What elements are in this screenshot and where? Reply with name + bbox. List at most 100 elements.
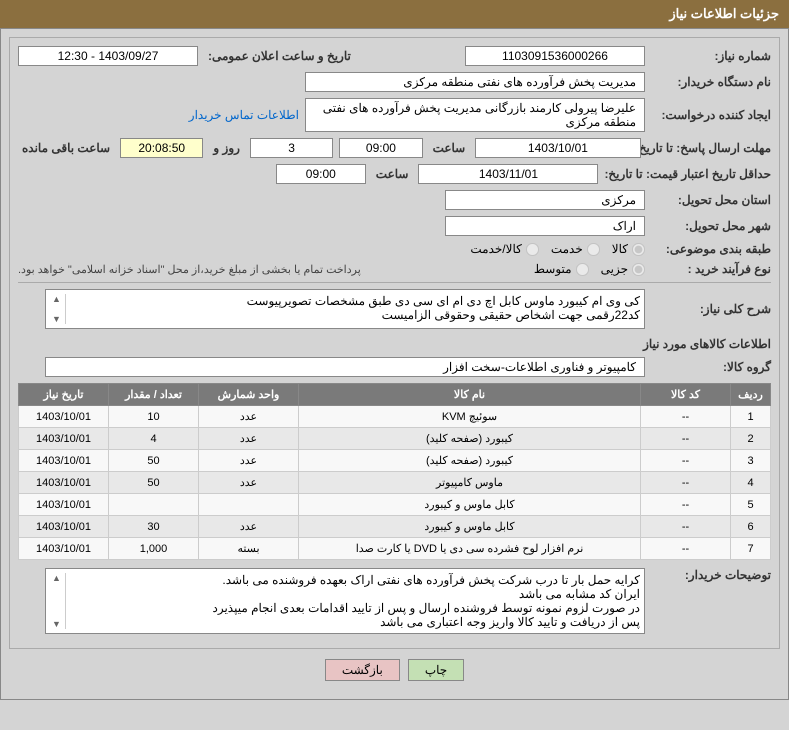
category-both-radio[interactable]: کالا/خدمت [470, 242, 538, 256]
purchase-medium-radio[interactable]: متوسط [534, 262, 589, 276]
table-cell: 1403/10/01 [19, 450, 109, 472]
requester-field: علیرضا پیرولی کارمند بازرگانی مدیریت پخش… [305, 98, 645, 132]
buyer-org-label: نام دستگاه خریدار: [651, 75, 771, 89]
delivery-province-label: استان محل تحویل: [651, 193, 771, 207]
table-row: 2--کیبورد (صفحه کلید)عدد41403/10/01 [19, 428, 771, 450]
th-code: کد کالا [641, 384, 731, 406]
table-cell [199, 494, 299, 516]
price-date-field: 1403/11/01 [418, 164, 598, 184]
need-number-label: شماره نیاز: [651, 49, 771, 63]
items-table: ردیف کد کالا نام کالا واحد شمارش تعداد /… [18, 383, 771, 560]
table-cell: 1403/10/01 [19, 516, 109, 538]
table-cell: 50 [109, 472, 199, 494]
table-row: 7--نرم افزار لوح فشرده سی دی یا DVD یا ک… [19, 538, 771, 560]
table-cell: 30 [109, 516, 199, 538]
table-cell: کیبورد (صفحه کلید) [299, 428, 641, 450]
general-desc-field: کی وی ام کیبورد ماوس کابل اچ دی ام ای سی… [45, 289, 645, 329]
table-cell: 2 [731, 428, 771, 450]
scroll-down-icon[interactable]: ▼ [50, 314, 63, 324]
table-row: 1--سوئیچ KVMعدد101403/10/01 [19, 406, 771, 428]
table-cell: عدد [199, 406, 299, 428]
table-cell: بسته [199, 538, 299, 560]
time-label-1: ساعت [429, 141, 470, 155]
table-cell: عدد [199, 472, 299, 494]
table-cell: کیبورد (صفحه کلید) [299, 450, 641, 472]
table-cell: کابل ماوس و کیبورد [299, 516, 641, 538]
purchase-minor-radio[interactable]: جزیی [601, 262, 645, 276]
table-row: 6--کابل ماوس و کیبوردعدد301403/10/01 [19, 516, 771, 538]
goods-group-field: کامپیوتر و فناوری اطلاعات-سخت افزار [45, 357, 645, 377]
goods-group-label: گروه کالا: [651, 360, 771, 374]
table-cell: 4 [731, 472, 771, 494]
table-cell: 1,000 [109, 538, 199, 560]
table-cell: 5 [731, 494, 771, 516]
category-service-radio[interactable]: خدمت [551, 242, 600, 256]
table-cell: نرم افزار لوح فشرده سی دی یا DVD یا کارت… [299, 538, 641, 560]
time-label-2: ساعت [372, 167, 413, 181]
price-validity-label: حداقل تاریخ اعتبار قیمت: تا تاریخ: [604, 167, 771, 181]
table-cell: -- [641, 494, 731, 516]
response-deadline-label: مهلت ارسال پاسخ: تا تاریخ: [647, 141, 771, 155]
announce-label: تاریخ و ساعت اعلان عمومی: [204, 49, 355, 63]
th-unit: واحد شمارش [199, 384, 299, 406]
table-row: 4--ماوس کامپیوترعدد501403/10/01 [19, 472, 771, 494]
purchase-type-radio-group: جزیی متوسط [534, 262, 645, 276]
table-cell: -- [641, 472, 731, 494]
table-cell: -- [641, 406, 731, 428]
back-button[interactable]: بازگشت [325, 659, 400, 681]
table-cell: ماوس کامپیوتر [299, 472, 641, 494]
table-cell: 50 [109, 450, 199, 472]
print-button[interactable]: چاپ [408, 659, 464, 681]
buyer-notes-field: کرایه حمل بار تا درب شرکت پخش فرآورده ها… [45, 568, 645, 634]
buyer-contact-link[interactable]: اطلاعات تماس خریدار [189, 108, 299, 122]
table-cell: 6 [731, 516, 771, 538]
table-row: 3--کیبورد (صفحه کلید)عدد501403/10/01 [19, 450, 771, 472]
table-cell: -- [641, 538, 731, 560]
buyer-notes-label: توضیحات خریدار: [651, 568, 771, 582]
table-cell: عدد [199, 450, 299, 472]
page-header: جزئیات اطلاعات نیاز [0, 0, 789, 28]
response-date-field: 1403/10/01 [475, 138, 640, 158]
th-row: ردیف [731, 384, 771, 406]
delivery-province-field: مرکزی [445, 190, 645, 210]
days-suffix: روز و [209, 141, 244, 155]
table-cell: 1403/10/01 [19, 494, 109, 516]
table-cell [109, 494, 199, 516]
table-cell: عدد [199, 428, 299, 450]
category-goods-radio[interactable]: کالا [612, 242, 645, 256]
category-radio-group: کالا خدمت کالا/خدمت [470, 242, 645, 256]
table-cell: 7 [731, 538, 771, 560]
table-cell: 3 [731, 450, 771, 472]
table-cell: -- [641, 516, 731, 538]
table-row: 5--کابل ماوس و کیبورد1403/10/01 [19, 494, 771, 516]
scroll-down-icon[interactable]: ▼ [50, 619, 63, 629]
days-field: 3 [250, 138, 333, 158]
items-section-title: اطلاعات کالاهای مورد نیاز [18, 337, 771, 351]
need-number-field: 1103091536000266 [465, 46, 645, 66]
countdown-field: 20:08:50 [120, 138, 203, 158]
table-cell: سوئیچ KVM [299, 406, 641, 428]
table-cell: -- [641, 450, 731, 472]
table-cell: 10 [109, 406, 199, 428]
scroll-up-icon[interactable]: ▲ [50, 294, 63, 304]
th-date: تاریخ نیاز [19, 384, 109, 406]
table-cell: 1403/10/01 [19, 538, 109, 560]
announce-field: 1403/09/27 - 12:30 [18, 46, 198, 66]
general-desc-label: شرح کلی نیاز: [651, 302, 771, 316]
table-cell: 1403/10/01 [19, 428, 109, 450]
scroll-up-icon[interactable]: ▲ [50, 573, 63, 583]
table-cell: 1 [731, 406, 771, 428]
delivery-city-label: شهر محل تحویل: [651, 219, 771, 233]
table-cell: 1403/10/01 [19, 406, 109, 428]
remaining-suffix: ساعت باقی مانده [18, 141, 114, 155]
payment-note: پرداخت تمام یا بخشی از مبلغ خرید،از محل … [18, 263, 361, 276]
th-qty: تعداد / مقدار [109, 384, 199, 406]
table-cell: 1403/10/01 [19, 472, 109, 494]
response-time-field: 09:00 [339, 138, 422, 158]
purchase-type-label: نوع فرآیند خرید : [651, 262, 771, 276]
buyer-org-field: مدیریت پخش فرآورده های نفتی منطقه مرکزی [305, 72, 645, 92]
page-title: جزئیات اطلاعات نیاز [669, 6, 779, 21]
scroll-arrows-2: ▲ ▼ [50, 573, 66, 629]
scroll-arrows: ▲ ▼ [50, 294, 66, 324]
delivery-city-field: اراک [445, 216, 645, 236]
